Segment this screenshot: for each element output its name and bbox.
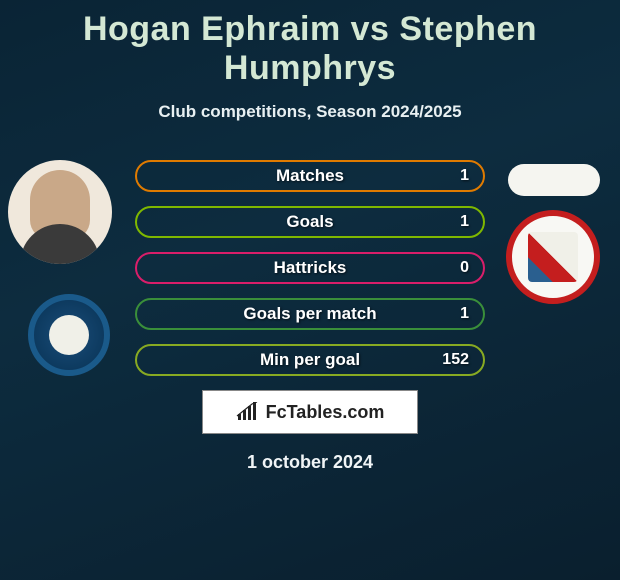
stat-row-matches: Matches 1 [135,160,485,192]
stat-value: 1 [460,213,469,231]
club-badge-right-crest [528,232,578,282]
comparison-content: Matches 1 Goals 1 Hattricks 0 Goals per … [0,160,620,473]
stat-row-min-per-goal: Min per goal 152 [135,344,485,376]
brand-box: FcTables.com [202,390,418,434]
stat-label: Goals [286,212,333,232]
stat-value: 1 [460,305,469,323]
brand-text: FcTables.com [266,402,385,423]
season-subtitle: Club competitions, Season 2024/2025 [0,102,620,122]
stats-list: Matches 1 Goals 1 Hattricks 0 Goals per … [135,160,485,376]
player-right-placeholder [508,164,600,196]
comparison-title: Hogan Ephraim vs Stephen Humphrys [0,0,620,88]
stat-value: 0 [460,259,469,277]
stat-label: Hattricks [274,258,347,278]
stat-row-goals-per-match: Goals per match 1 [135,298,485,330]
club-badge-right [506,210,600,304]
chart-bars-icon [236,402,260,422]
player-left-avatar [8,160,112,264]
stat-value: 152 [442,351,469,369]
stat-row-goals: Goals 1 [135,206,485,238]
stat-label: Goals per match [243,304,376,324]
date-text: 1 october 2024 [0,452,620,473]
stat-value: 1 [460,167,469,185]
stat-row-hattricks: Hattricks 0 [135,252,485,284]
stat-label: Matches [276,166,344,186]
club-badge-left [28,294,110,376]
stat-label: Min per goal [260,350,360,370]
